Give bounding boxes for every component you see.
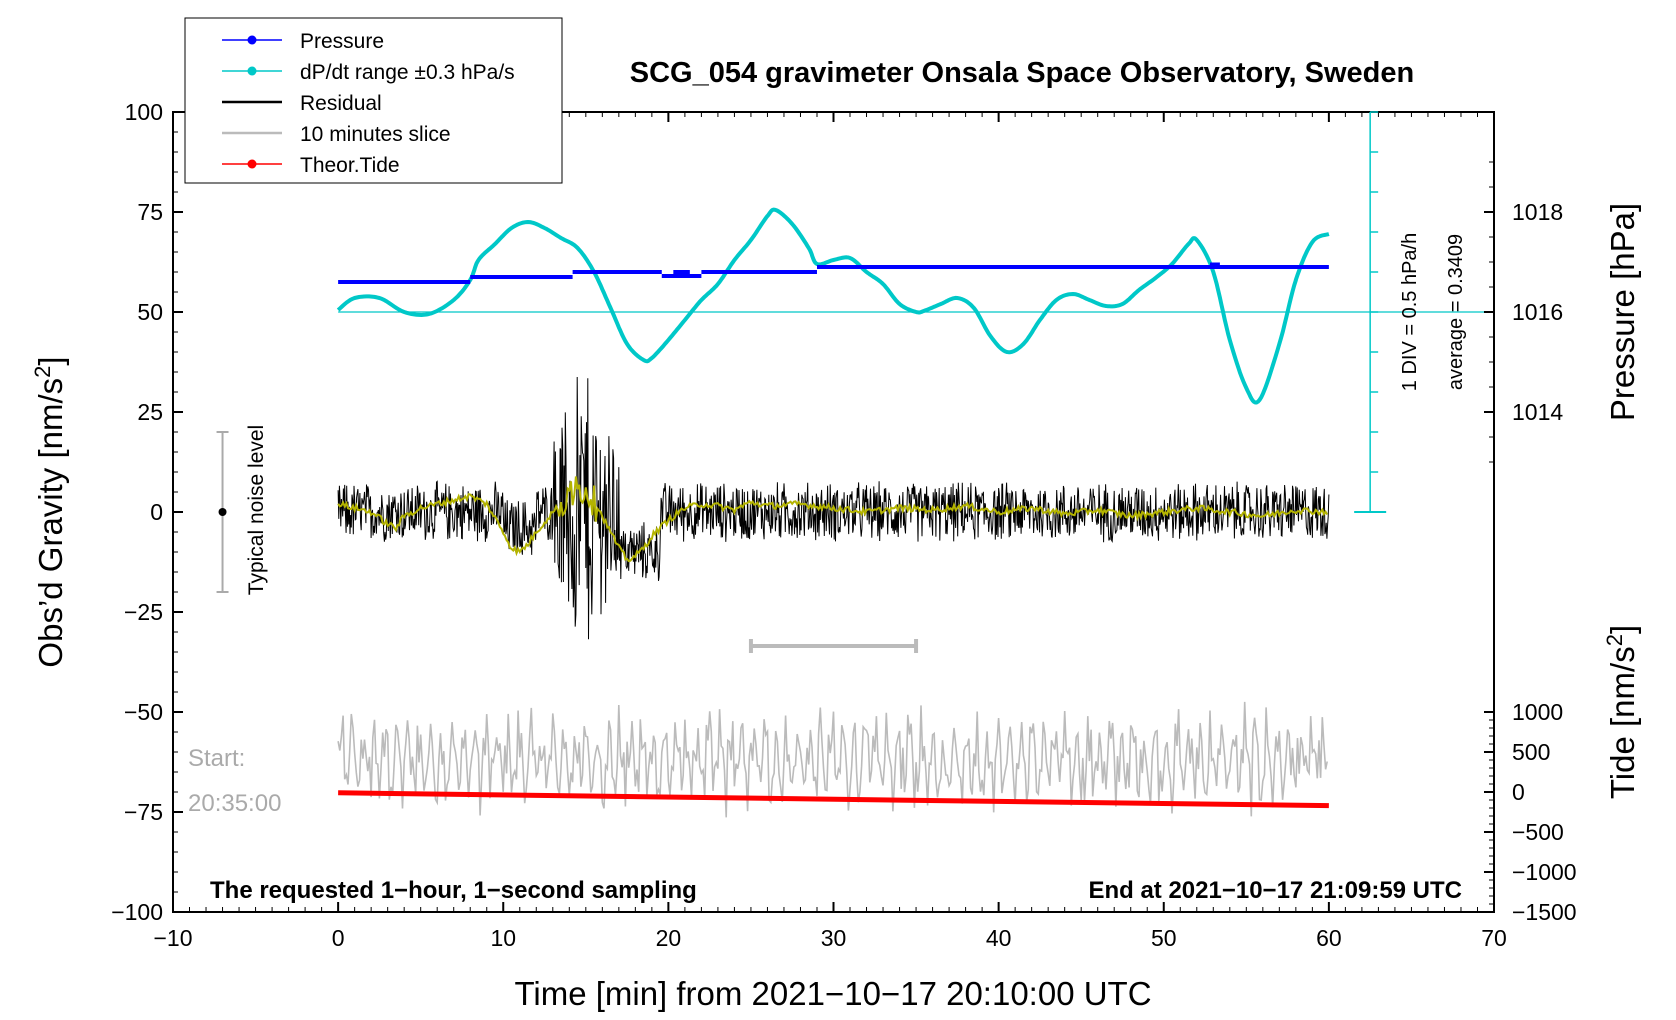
tide-tick-label: 0 [1512,779,1525,805]
legend-label: dP/dt range ±0.3 hPa/s [300,61,515,84]
x-tick-label: 70 [1481,925,1507,951]
y-tick-label: 100 [125,99,163,125]
y-tick-label: −25 [124,599,163,625]
y-tick-label: 25 [137,399,163,425]
legend-label: Pressure [300,30,384,53]
y-tick-label: 75 [137,199,163,225]
x-axis: −10 0 10 20 30 40 50 60 70 [153,112,1507,951]
y-tick-label: −75 [124,799,163,825]
pressure-tick-label: 1018 [1512,199,1563,225]
chart-title: SCG_054 gravimeter Onsala Space Observat… [630,57,1414,89]
series-residual-smoothed [337,476,1329,563]
x-tick-label: 10 [490,925,516,951]
x-tick-label: 20 [656,925,682,951]
x-tick-label: 60 [1316,925,1342,951]
bottom-left-note: The requested 1−hour, 1−second sampling [210,877,697,904]
tide-tick-label: −1000 [1512,859,1577,885]
y-tick-label: −50 [124,699,163,725]
average-annotation: average = 0.3409 [1445,234,1467,390]
start-label: Start: [188,745,245,772]
y-tick-label: −100 [111,899,163,925]
tide-tick-label: −1500 [1512,899,1577,925]
start-time: 20:35:00 [188,790,281,817]
y-axis-tide: 1000 500 0 −500 −1000 −1500 [1484,699,1577,925]
series-pressure [338,262,1329,284]
noise-level-indicator [216,431,229,593]
bottom-right-note: End at 2021−10−17 21:09:59 UTC [1088,877,1462,904]
legend-label: Theor.Tide [300,154,400,177]
legend-marker [247,66,257,76]
pressure-tick-label: 1016 [1512,299,1563,325]
div-annotation: 1 DIV = 0.5 hPa/h [1399,233,1421,391]
pressure-tick-label: 1014 [1512,399,1563,425]
x-tick-label: 40 [986,925,1012,951]
y-tick-label: 50 [137,299,163,325]
y-axis-label-pressure: Pressure [hPa] [1604,203,1641,421]
y-axis-pressure: 1018 1016 1014 [1484,161,1563,463]
series-theor-tide [338,790,1329,809]
slice-line [337,701,1328,818]
series-10min-slice [337,701,1328,818]
tide-tick-label: 1000 [1512,699,1563,725]
x-tick-label: 0 [332,925,345,951]
x-tick-label: 50 [1151,925,1177,951]
y-axis-label-gravity: Obs’d Gravity [nm/s2] [30,356,70,667]
y-tick-label: 0 [150,499,163,525]
noise-center-dot [218,508,227,516]
legend: Pressure dP/dt range ±0.3 hPa/s Residual 10… [184,17,563,184]
pressure-rate-scale [1354,111,1387,513]
noise-level-label: Typical noise level [245,425,268,595]
legend-label: Residual [300,92,382,115]
slice-range-bar [748,639,919,653]
y-axis-label-tide: Tide [nm/s2] [1602,625,1642,799]
tide-tick-label: −500 [1512,819,1564,845]
legend-label: 10 minutes slice [300,123,451,146]
legend-box [184,17,563,184]
y-axis-gravity: 100 75 50 25 0 −25 −50 −75 −100 [111,99,183,925]
tide-tick-label: 500 [1512,739,1550,765]
x-axis-label: Time [min] from 2021−10−17 20:10:00 UTC [514,975,1151,1012]
minor-ticks [189,112,1478,912]
x-tick-label: −10 [153,925,192,951]
x-tick-label: 30 [821,925,847,951]
legend-marker [247,159,257,169]
legend-marker [247,35,257,45]
